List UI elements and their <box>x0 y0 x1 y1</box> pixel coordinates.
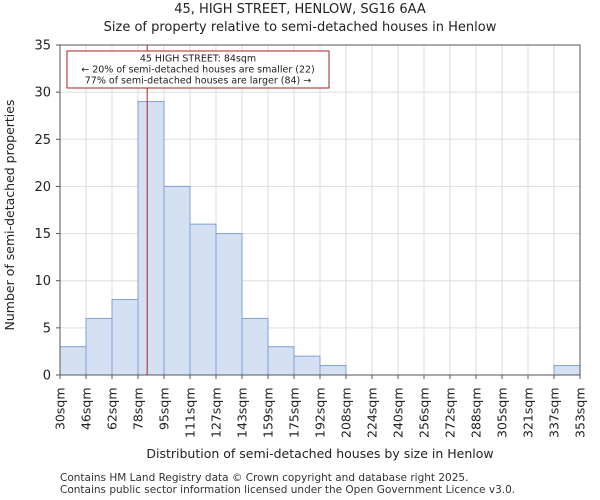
x-tick-label: 78sqm <box>131 388 146 431</box>
histogram-bar <box>553 365 581 376</box>
x-tick-label: 159sqm <box>261 388 276 438</box>
y-tick-label: 25 <box>34 133 51 148</box>
histogram-bar <box>85 317 113 376</box>
y-tick-label: 10 <box>34 274 51 289</box>
chart-subtitle: Size of property relative to semi-detach… <box>103 20 497 35</box>
annotation-line: ← 20% of semi-detached houses are smalle… <box>81 65 315 76</box>
histogram-bar <box>267 346 295 376</box>
x-tick-label: 321sqm <box>521 388 536 438</box>
x-tick-label: 305sqm <box>495 388 510 438</box>
y-tick-label: 15 <box>34 227 51 242</box>
y-axis-label: Number of semi-detached properties <box>2 100 17 331</box>
x-tick-label: 208sqm <box>339 388 354 438</box>
x-axis-label: Distribution of semi-detached houses by … <box>146 446 493 461</box>
histogram-bar <box>319 365 347 376</box>
footer-licence: Contains public sector information licen… <box>60 484 516 496</box>
y-tick-label: 5 <box>43 321 51 336</box>
x-tick-label: 111sqm <box>183 388 198 438</box>
chart-title: 45, HIGH STREET, HENLOW, SG16 6AA <box>174 2 426 17</box>
x-tick-label: 95sqm <box>157 388 172 431</box>
x-tick-label: 62sqm <box>105 388 120 431</box>
x-tick-label: 240sqm <box>391 388 406 438</box>
x-tick-label: 256sqm <box>417 388 432 438</box>
y-tick-label: 35 <box>34 39 51 54</box>
histogram-bar <box>163 185 191 376</box>
x-tick-label: 46sqm <box>79 388 94 431</box>
annotation-box <box>66 50 330 89</box>
footer-copyright: Contains HM Land Registry data © Crown c… <box>60 472 469 484</box>
x-tick-label: 288sqm <box>469 388 484 438</box>
histogram-bar <box>137 101 165 376</box>
x-tick-label: 353sqm <box>573 388 588 438</box>
annotation-line: 77% of semi-detached houses are larger (… <box>85 76 312 87</box>
histogram-bar <box>189 223 217 376</box>
y-tick-label: 30 <box>34 86 51 101</box>
x-tick-label: 175sqm <box>287 388 302 438</box>
x-tick-label: 224sqm <box>365 388 380 438</box>
histogram-chart: 0 5 10 15 20 25 30 35 30sqm 46sqm 62sqm 78sqm 95sqm 1… <box>2 39 588 462</box>
histogram-bar <box>215 233 243 376</box>
histogram-bar <box>241 317 269 376</box>
y-tick-label: 0 <box>43 369 51 384</box>
histogram-bar <box>293 355 321 376</box>
x-tick-label: 143sqm <box>235 388 250 438</box>
y-tick-label: 20 <box>34 180 51 195</box>
x-tick-label: 192sqm <box>313 388 328 438</box>
x-tick-label: 30sqm <box>53 388 68 431</box>
x-tick-label: 272sqm <box>443 388 458 438</box>
histogram-bar <box>59 346 87 376</box>
x-tick-label: 337sqm <box>547 388 562 438</box>
annotation-line: 45 HIGH STREET: 84sqm <box>140 54 256 65</box>
histogram-bar <box>111 299 139 376</box>
x-tick-label: 127sqm <box>209 388 224 438</box>
